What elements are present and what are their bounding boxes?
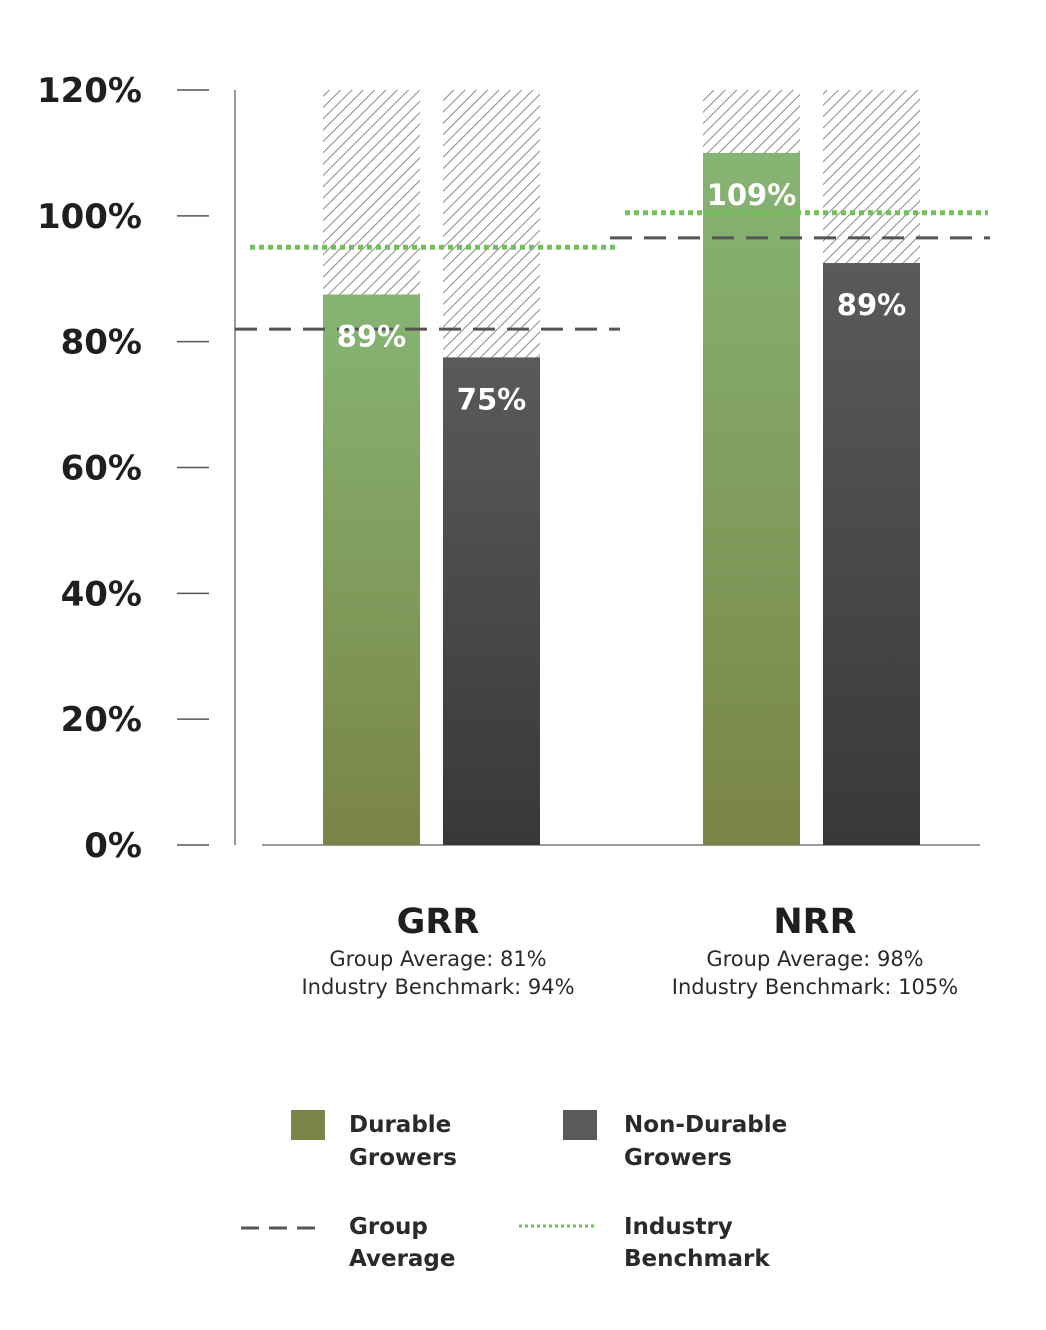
y-tick-label: 80% xyxy=(61,323,142,363)
group-average-grr: Group Average: 81% xyxy=(329,947,546,971)
group-title-grr: GRR xyxy=(397,902,480,942)
legend-swatch-durable xyxy=(291,1110,325,1140)
y-tick-label: 20% xyxy=(61,700,142,740)
legend-label-durable-line2: Growers xyxy=(349,1145,457,1171)
bar-label-grr-durable: 89% xyxy=(337,319,406,353)
y-tick-label: 120% xyxy=(37,71,142,111)
legend-label-non-durable-line1: Non-Durable xyxy=(624,1112,787,1138)
bar-label-grr-non-durable: 75% xyxy=(457,382,526,416)
legend: Durable Growers Non-Durable Growers Grou… xyxy=(241,1110,787,1272)
legend-label-group-average-line2: Average xyxy=(349,1246,456,1272)
industry-benchmark-grr: Industry Benchmark: 94% xyxy=(301,975,574,999)
bar-label-nrr-durable: 109% xyxy=(707,178,797,212)
group-title-nrr: NRR xyxy=(773,902,856,942)
y-tick-label: 0% xyxy=(84,826,142,866)
y-tick-label: 40% xyxy=(61,574,142,614)
reference-lines xyxy=(235,210,990,331)
y-tick-label: 60% xyxy=(61,449,142,489)
bar-nrr-non-durable xyxy=(823,263,920,845)
legend-label-industry-benchmark-line1: Industry xyxy=(624,1214,733,1240)
bar-grr-non-durable xyxy=(443,357,540,845)
y-axis-ticks: 0% 20% 40% 60% 80% 100% 120% xyxy=(37,71,209,866)
legend-label-group-average-line1: Group xyxy=(349,1214,428,1240)
group-average-nrr: Group Average: 98% xyxy=(706,947,923,971)
bar-grr-durable xyxy=(323,294,420,846)
legend-swatch-non-durable xyxy=(563,1110,597,1140)
bar-value-labels: 89% 75% 109% 89% xyxy=(337,178,906,416)
legend-label-industry-benchmark-line2: Benchmark xyxy=(624,1246,770,1272)
bar-label-nrr-non-durable: 89% xyxy=(837,288,906,322)
legend-label-non-durable-line2: Growers xyxy=(624,1145,732,1171)
legend-label-durable-line1: Durable xyxy=(349,1112,451,1138)
industry-benchmark-nrr: Industry Benchmark: 105% xyxy=(672,975,958,999)
bar-nrr-durable xyxy=(703,152,800,845)
bars xyxy=(323,152,920,846)
y-tick-label: 100% xyxy=(37,197,142,237)
